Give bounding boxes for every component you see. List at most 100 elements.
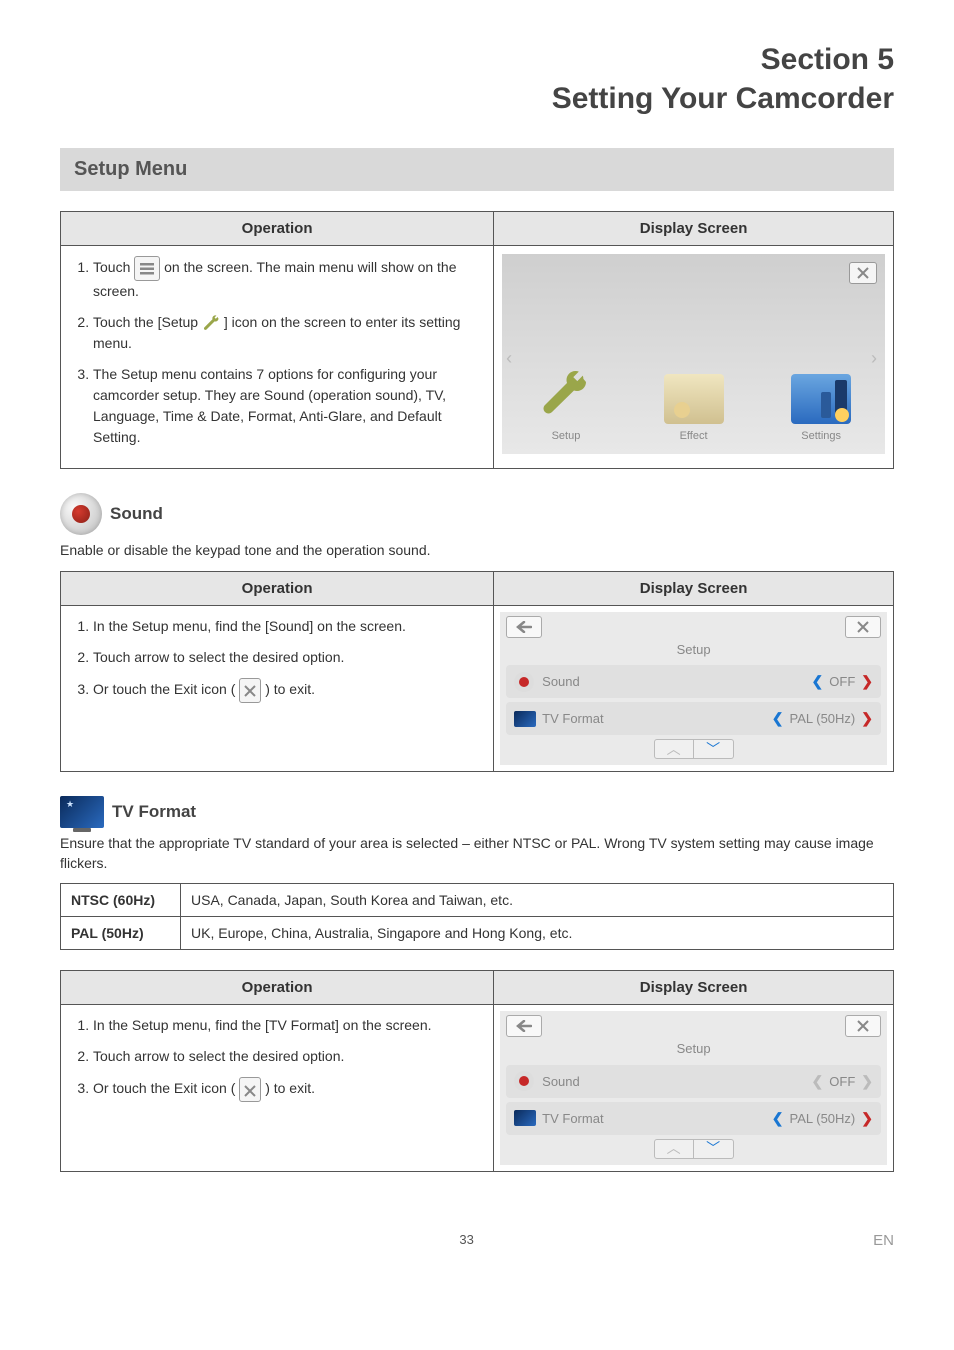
tv-standards-table: NTSC (60Hz) USA, Canada, Japan, South Ko… [60,883,894,950]
arrow-left-icon[interactable]: ❮ [812,1071,824,1092]
page-title-block: Section 5 Setting Your Camcorder [60,40,894,118]
wrench-icon [538,368,594,424]
arrow-left-icon[interactable]: ❮ [812,671,824,692]
main-menu-screen: ‹ › Setup Effect Settings [502,254,885,454]
tvformat-step-3: Or touch the Exit icon ( ) to exit. [93,1077,481,1102]
setup-menu-table: Operation Display Screen Touch on the sc… [60,211,894,469]
settings-thumbnail-icon [791,374,851,424]
sound-row[interactable]: Sound ❮ OFF ❯ [506,1065,881,1098]
screen-title: Setup [506,1039,881,1059]
arrow-left-icon[interactable]: ❮ [772,708,784,729]
setup-step-1: Touch on the screen. The main menu will … [93,256,481,302]
section-number: Section 5 [761,43,894,76]
settings-label: Settings [801,428,841,445]
sound-step3-a: Or touch the Exit icon ( [93,681,239,697]
sound-display-cell: Setup Sound ❮ OFF ❯ TV Format ❮ PAL (5 [494,605,894,772]
exit-icon [239,678,261,703]
tv-icon [514,1110,536,1126]
sound-section-icon [60,493,102,535]
setup-step-2: Touch the [Setup ] icon on the screen to… [93,312,481,354]
sound-row-label: Sound [542,1072,811,1092]
page-title: Setting Your Camcorder [552,82,894,115]
back-button[interactable] [506,1015,542,1037]
menu-setup-cell[interactable]: Setup [502,334,630,454]
page-language: EN [873,1232,894,1249]
ntsc-desc: USA, Canada, Japan, South Korea and Taiw… [181,884,894,917]
tvformat-setup-screen: Setup Sound ❮ OFF ❯ TV Format ❮ PAL (5 [500,1011,887,1165]
arrow-right-icon[interactable]: ❯ [861,671,873,692]
setup-step-3: The Setup menu contains 7 options for co… [93,364,481,448]
sound-table: Operation Display Screen In the Setup me… [60,571,894,773]
arrow-right-icon[interactable]: ❯ [861,1108,873,1129]
tvformat-display-cell: Setup Sound ❮ OFF ❯ TV Format ❮ PAL (5 [494,1005,894,1172]
setup-display-cell: ‹ › Setup Effect Settings [494,246,894,469]
close-button[interactable] [849,262,877,284]
pager: ︿ ﹀ [506,1139,881,1159]
tvformat-value: PAL (50Hz) [790,709,856,729]
menu-icon [134,256,160,281]
setup-step1-text-a: Touch [93,259,134,275]
tvformat-step3-a: Or touch the Exit icon ( [93,1080,239,1096]
col-display: Display Screen [494,971,894,1005]
page-up-button[interactable]: ︿ [654,1139,694,1159]
exit-icon [239,1077,261,1102]
sound-row[interactable]: Sound ❮ OFF ❯ [506,665,881,698]
menu-settings-cell[interactable]: Settings [757,334,885,454]
tvformat-step-1: In the Setup menu, find the [TV Format] … [93,1015,481,1036]
col-display: Display Screen [494,212,894,246]
setup-operation-cell: Touch on the screen. The main menu will … [61,246,494,469]
pal-desc: UK, Europe, China, Australia, Singapore … [181,917,894,950]
tvformat-row-label: TV Format [542,1109,772,1129]
sound-section-head: Sound [60,493,894,535]
tvformat-section-icon: ★ [60,796,104,828]
col-operation: Operation [61,971,494,1005]
col-operation: Operation [61,212,494,246]
page-up-button[interactable]: ︿ [654,739,694,759]
sound-value: OFF [829,672,855,692]
table-row: NTSC (60Hz) USA, Canada, Japan, South Ko… [61,884,894,917]
page-down-button[interactable]: ﹀ [694,1139,734,1159]
sound-row-label: Sound [542,672,811,692]
sound-setup-screen: Setup Sound ❮ OFF ❯ TV Format ❮ PAL (5 [500,612,887,766]
pal-label: PAL (50Hz) [61,917,181,950]
effect-label: Effect [680,428,708,445]
tvformat-value: PAL (50Hz) [790,1109,856,1129]
wrench-icon [202,314,220,332]
table-row: PAL (50Hz) UK, Europe, China, Australia,… [61,917,894,950]
close-button[interactable] [845,616,881,638]
menu-effect-cell[interactable]: Effect [630,334,758,454]
setup-menu-heading: Setup Menu [60,148,894,191]
arrow-right-icon[interactable]: ❯ [861,708,873,729]
setup-label: Setup [552,428,581,445]
sound-icon [514,672,536,692]
page-number: 33 [60,1232,873,1249]
page-down-button[interactable]: ﹀ [694,739,734,759]
col-operation: Operation [61,571,494,605]
sound-step-1: In the Setup menu, find the [Sound] on t… [93,616,481,637]
sound-step3-b: ) to exit. [265,681,315,697]
sound-operation-cell: In the Setup menu, find the [Sound] on t… [61,605,494,772]
sound-desc: Enable or disable the keypad tone and th… [60,541,894,561]
col-display: Display Screen [494,571,894,605]
back-button[interactable] [506,616,542,638]
sound-step-3: Or touch the Exit icon ( ) to exit. [93,678,481,703]
page-footer: 33 EN [60,1232,894,1249]
tvformat-step3-b: ) to exit. [265,1080,315,1096]
screen-title: Setup [506,640,881,660]
effect-thumbnail-icon [664,374,724,424]
sound-step-2: Touch arrow to select the desired option… [93,647,481,668]
tvformat-heading: TV Format [112,802,196,822]
arrow-right-icon[interactable]: ❯ [861,1071,873,1092]
tvformat-table: Operation Display Screen In the Setup me… [60,970,894,1172]
pager: ︿ ﹀ [506,739,881,759]
sound-heading: Sound [110,504,163,524]
tvformat-row[interactable]: TV Format ❮ PAL (50Hz) ❯ [506,1102,881,1135]
sound-icon [514,1071,536,1091]
tvformat-section-head: ★ TV Format [60,796,894,828]
arrow-left-icon[interactable]: ❮ [772,1108,784,1129]
tvformat-row[interactable]: TV Format ❮ PAL (50Hz) ❯ [506,702,881,735]
close-button[interactable] [845,1015,881,1037]
ntsc-label: NTSC (60Hz) [61,884,181,917]
tvformat-row-label: TV Format [542,709,772,729]
sound-value: OFF [829,1072,855,1092]
